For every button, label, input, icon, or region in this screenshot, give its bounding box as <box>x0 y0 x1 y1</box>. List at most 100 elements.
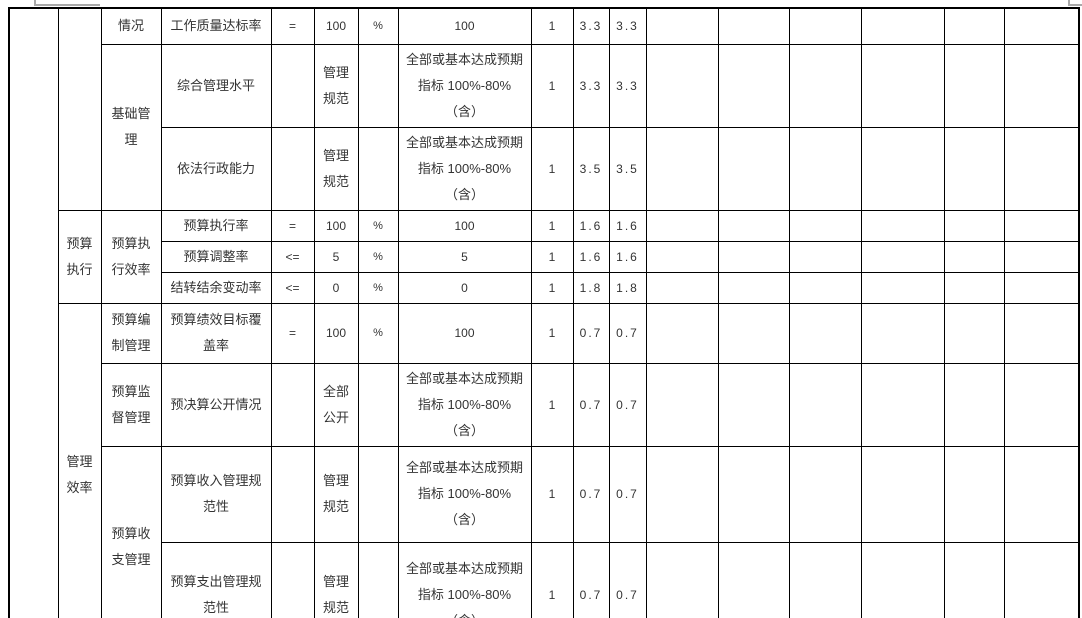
cell-criteria: 100 <box>397 302 532 364</box>
empty-cell <box>943 43 1005 128</box>
cell-operator: = <box>270 302 315 364</box>
empty-cell <box>717 7 790 45</box>
empty-cell <box>788 43 862 128</box>
empty-cell <box>645 7 719 45</box>
crop-mark-top-right-icon <box>1068 0 1082 6</box>
empty-cell <box>717 541 790 618</box>
empty-cell <box>860 43 945 128</box>
cell-operator: = <box>270 7 315 45</box>
cell-weight: 1 <box>530 126 574 211</box>
cell-score-self: 0.7 <box>572 362 610 447</box>
empty-cell <box>943 362 1005 447</box>
empty-cell <box>788 541 862 618</box>
empty-cell <box>788 209 862 242</box>
cell-score-self: 3.3 <box>572 43 610 128</box>
cell-score-self: 0.7 <box>572 445 610 543</box>
cell-score-self: 1.6 <box>572 209 610 242</box>
empty-cell <box>788 445 862 543</box>
cell-secondary-group: 预算执行效率 <box>100 209 162 304</box>
cell-secondary-group: 预算监督管理 <box>100 362 162 447</box>
cell-target-value: 100 <box>313 302 359 364</box>
cell-indicator-name: 依法行政能力 <box>160 126 272 211</box>
cell-score-final: 3.5 <box>608 126 647 211</box>
empty-cell <box>943 271 1005 304</box>
empty-cell <box>645 126 719 211</box>
empty-cell <box>717 271 790 304</box>
cell-criteria: 100 <box>397 209 532 242</box>
empty-cell <box>1003 7 1080 45</box>
cell-weight: 1 <box>530 240 574 273</box>
cell-operator: <= <box>270 240 315 273</box>
cell-weight: 1 <box>530 43 574 128</box>
cell-operator <box>270 541 315 618</box>
empty-cell <box>943 302 1005 364</box>
cell-indicator-name: 综合管理水平 <box>160 43 272 128</box>
cell-score-self: 3.3 <box>572 7 610 45</box>
empty-cell <box>788 240 862 273</box>
empty-cell <box>645 541 719 618</box>
performance-indicator-table: 情况 工作质量达标率 = 100 % 100 1 3.3 3.3 基础管理 综合… <box>8 7 1080 618</box>
cell-primary-group: 管理效率 <box>57 302 102 618</box>
cell-unit <box>357 541 399 618</box>
cell-score-final: 0.7 <box>608 362 647 447</box>
cell-unit: % <box>357 240 399 273</box>
cell-score-final: 1.6 <box>608 240 647 273</box>
empty-cell <box>860 271 945 304</box>
empty-cell <box>860 7 945 45</box>
cell-score-final: 3.3 <box>608 7 647 45</box>
empty-cell <box>645 445 719 543</box>
empty-cell <box>717 209 790 242</box>
cell-criteria: 全部或基本达成预期指标 100%-80%（含） <box>397 126 532 211</box>
empty-cell <box>943 126 1005 211</box>
cell-target-value: 5 <box>313 240 359 273</box>
cell-secondary-group: 情况 <box>100 7 162 45</box>
empty-cell <box>717 240 790 273</box>
cell-primary-group: 预算执行 <box>57 209 102 304</box>
cell-score-self: 0.7 <box>572 541 610 618</box>
cell-unit: % <box>357 271 399 304</box>
cell-secondary-group: 预算编制管理 <box>100 302 162 364</box>
cell-weight: 1 <box>530 209 574 242</box>
cell-indicator-name: 工作质量达标率 <box>160 7 272 45</box>
cell-indicator-name: 预算收入管理规范性 <box>160 445 272 543</box>
cell-secondary-group: 预算收支管理 <box>100 445 162 618</box>
empty-cell <box>943 7 1005 45</box>
empty-cell <box>645 209 719 242</box>
empty-cell <box>717 362 790 447</box>
empty-cell <box>860 362 945 447</box>
empty-cell <box>788 362 862 447</box>
cell-operator <box>270 445 315 543</box>
cell-score-self: 0.7 <box>572 302 610 364</box>
cell-score-self: 1.6 <box>572 240 610 273</box>
empty-cell <box>860 240 945 273</box>
cell-unit <box>357 445 399 543</box>
empty-cell <box>943 209 1005 242</box>
empty-cell <box>860 209 945 242</box>
empty-cell <box>1003 240 1080 273</box>
cell-operator: = <box>270 209 315 242</box>
cell-target-value: 管理规范 <box>313 126 359 211</box>
cell-score-final: 0.7 <box>608 541 647 618</box>
empty-cell <box>1003 362 1080 447</box>
empty-cell <box>1003 541 1080 618</box>
cell-operator <box>270 126 315 211</box>
empty-cell <box>717 302 790 364</box>
empty-cell <box>1003 126 1080 211</box>
empty-cell <box>717 43 790 128</box>
empty-cell <box>1003 43 1080 128</box>
cell-criteria: 全部或基本达成预期指标 100%-80%（含） <box>397 362 532 447</box>
cell-target-value: 0 <box>313 271 359 304</box>
cell-indicator-name: 预算调整率 <box>160 240 272 273</box>
cell-unit: % <box>357 302 399 364</box>
cell-score-self: 1.8 <box>572 271 610 304</box>
cell-operator <box>270 43 315 128</box>
empty-cell <box>717 445 790 543</box>
empty-cell <box>860 302 945 364</box>
empty-cell <box>645 43 719 128</box>
cell-score-final: 1.8 <box>608 271 647 304</box>
cell-weight: 1 <box>530 271 574 304</box>
cell-weight: 1 <box>530 362 574 447</box>
cell-operator: <= <box>270 271 315 304</box>
cell-unit: % <box>357 7 399 45</box>
crop-mark-top-left-icon <box>34 0 100 6</box>
